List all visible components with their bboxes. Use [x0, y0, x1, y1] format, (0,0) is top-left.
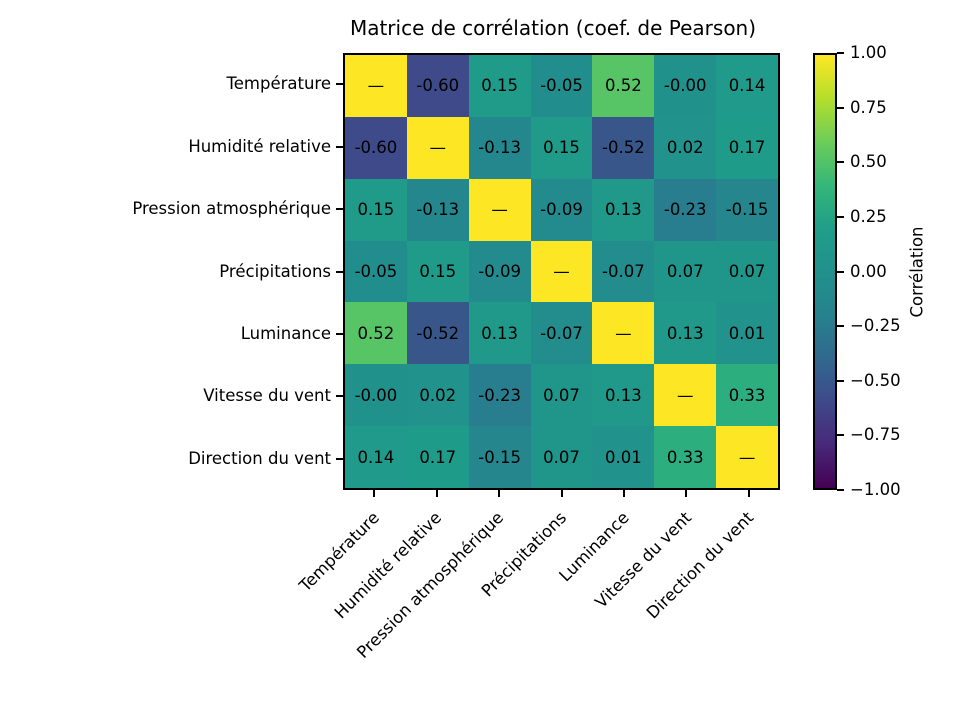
colorbar-tick-label: 0.25	[850, 206, 887, 226]
x-axis-label: Direction du vent	[642, 508, 758, 623]
heatmap-cell: 0.07	[530, 426, 593, 488]
heatmap-cell: -0.00	[654, 55, 717, 117]
heatmap-cell: 0.17	[716, 116, 778, 179]
heatmap-cell: 0.07	[530, 364, 593, 427]
heatmap-cell: 0.07	[654, 240, 717, 303]
heatmap-cell: —	[530, 240, 593, 303]
x-tick	[498, 490, 501, 497]
colorbar-tick-label: 0.00	[850, 261, 887, 281]
heatmap: — -0.60 0.15 -0.05 0.52 -0.00 0.14 -0.60— -0.13 0…	[343, 53, 780, 490]
colorbar-tick-label: 0.50	[850, 152, 887, 172]
heatmap-cell: 0.02	[406, 364, 469, 427]
heatmap-cell: -0.05	[530, 55, 593, 117]
heatmap-cell: 0.01	[592, 426, 655, 488]
y-axis-label: Luminance	[240, 323, 331, 343]
heatmap-cell: 0.15	[406, 240, 469, 303]
y-tick	[336, 332, 343, 335]
heatmap-cell: -0.23	[468, 364, 531, 427]
colorbar-tick-label: −0.50	[850, 370, 901, 390]
heatmap-cell: —	[654, 364, 717, 427]
heatmap-cell: -0.52	[592, 116, 655, 179]
colorbar-tick	[837, 379, 844, 382]
colorbar	[813, 53, 837, 490]
heatmap-cell: -0.07	[530, 302, 593, 365]
heatmap-cell: —	[468, 178, 531, 241]
y-tick	[336, 270, 343, 273]
x-tick	[560, 490, 563, 497]
colorbar-tick-label: −1.00	[850, 480, 901, 499]
colorbar-tick-label: −0.25	[850, 316, 901, 336]
colorbar-tick	[837, 215, 844, 218]
colorbar-tick	[837, 161, 844, 164]
heatmap-cell: —	[716, 426, 778, 488]
y-axis-label: Vitesse du vent	[203, 386, 331, 406]
chart-title: Matrice de corrélation (coef. de Pearson…	[349, 16, 757, 40]
y-tick	[336, 83, 343, 86]
heatmap-cell: -0.23	[654, 178, 717, 241]
x-tick	[622, 490, 625, 497]
heatmap-cell: 0.17	[406, 426, 469, 488]
heatmap-cell: —	[406, 116, 469, 179]
heatmap-cell: —	[345, 55, 407, 117]
heatmap-cell: 0.14	[345, 426, 407, 488]
x-tick	[373, 490, 376, 497]
colorbar-tick-label: 1.00	[850, 43, 887, 62]
heatmap-cell: -0.15	[716, 178, 778, 241]
y-tick	[336, 208, 343, 211]
heatmap-cell: 0.07	[716, 240, 778, 303]
x-tick	[435, 490, 438, 497]
y-axis-label: Direction du vent	[188, 448, 331, 468]
heatmap-cell: 0.13	[592, 178, 655, 241]
heatmap-cell: —	[592, 302, 655, 365]
heatmap-cell: -0.60	[406, 55, 469, 117]
x-axis-label: Humidité relative	[330, 508, 446, 623]
heatmap-cell: 0.52	[592, 55, 655, 117]
heatmap-cell: 0.13	[654, 302, 717, 365]
heatmap-cell: 0.01	[716, 302, 778, 365]
heatmap-cell: -0.60	[345, 116, 407, 179]
x-tick	[685, 490, 688, 497]
y-tick	[336, 457, 343, 460]
heatmap-cell: -0.13	[468, 116, 531, 179]
colorbar-tick	[837, 489, 844, 491]
colorbar-tick	[837, 106, 844, 109]
heatmap-cell: -0.09	[468, 240, 531, 303]
y-tick	[336, 395, 343, 398]
heatmap-cell: 0.33	[716, 364, 778, 427]
heatmap-cell: -0.13	[406, 178, 469, 241]
colorbar-tick	[837, 270, 844, 273]
colorbar-axis-label: Corrélation	[907, 226, 927, 318]
heatmap-cell: 0.13	[592, 364, 655, 427]
heatmap-cell: -0.07	[592, 240, 655, 303]
heatmap-cell: -0.00	[345, 364, 407, 427]
heatmap-cell: -0.52	[406, 302, 469, 365]
colorbar-tick	[837, 434, 844, 437]
colorbar-tick-label: −0.75	[850, 425, 901, 445]
heatmap-cell: -0.15	[468, 426, 531, 488]
colorbar-tick	[837, 52, 844, 54]
heatmap-cell: 0.33	[654, 426, 717, 488]
heatmap-cell: 0.15	[468, 55, 531, 117]
y-axis-label: Précipitations	[219, 261, 331, 281]
colorbar-gradient	[815, 55, 835, 488]
heatmap-cell: 0.13	[468, 302, 531, 365]
y-tick	[336, 145, 343, 148]
heatmap-cell: -0.05	[345, 240, 407, 303]
heatmap-cell: 0.02	[654, 116, 717, 179]
y-axis-label: Température	[226, 74, 331, 94]
heatmap-cell: -0.09	[530, 178, 593, 241]
x-tick	[747, 490, 750, 497]
y-axis-label: Pression atmosphérique	[132, 199, 331, 219]
y-axis-label: Humidité relative	[188, 136, 331, 156]
heatmap-cell: 0.52	[345, 302, 407, 365]
heatmap-cell: 0.15	[530, 116, 593, 179]
heatmap-cell: 0.14	[716, 55, 778, 117]
colorbar-tick	[837, 325, 844, 328]
heatmap-grid: — -0.60 0.15 -0.05 0.52 -0.00 0.14 -0.60— -0.13 0…	[345, 55, 778, 488]
heatmap-cell: 0.15	[345, 178, 407, 241]
colorbar-tick-label: 0.75	[850, 97, 887, 117]
